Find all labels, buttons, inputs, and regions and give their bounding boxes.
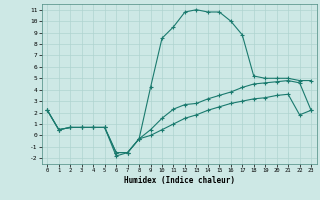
X-axis label: Humidex (Indice chaleur): Humidex (Indice chaleur) bbox=[124, 176, 235, 185]
